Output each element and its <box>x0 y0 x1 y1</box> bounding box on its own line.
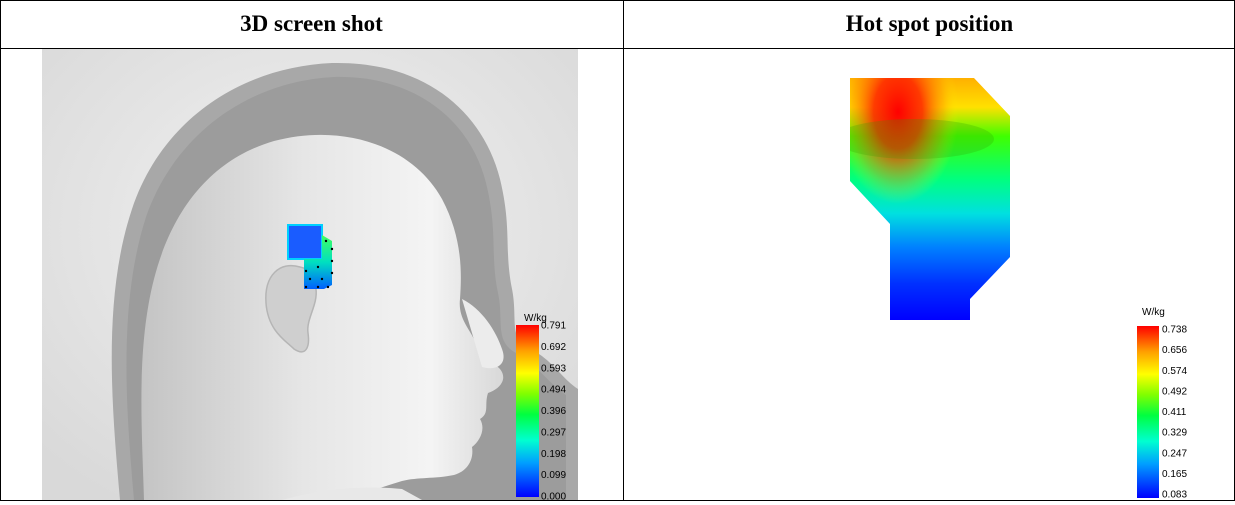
right-legend-tick-label: 0.574 <box>1162 366 1187 377</box>
left-legend-tick-label: 0.692 <box>541 342 566 353</box>
sar-patch-lower <box>304 235 332 289</box>
left-legend-tick-label: 0.396 <box>541 406 566 417</box>
left-legend-tick-label: 0.297 <box>541 427 566 438</box>
left-color-scale <box>516 325 539 497</box>
left-legend: W/kg 0.791 0.692 0.593 0.494 0.396 0.297 0.198… <box>516 313 566 503</box>
right-legend-tick-label: 0.165 <box>1162 469 1187 480</box>
right-legend-unit: W/kg <box>1142 307 1165 318</box>
left-legend-unit: W/kg <box>524 313 547 324</box>
header-hot-spot-position: Hot spot position <box>845 11 1014 36</box>
head-surface <box>141 134 504 500</box>
left-legend-tick-label: 0.593 <box>541 363 566 374</box>
left-legend-tick-label: 0.198 <box>541 449 566 460</box>
right-legend-tick-label: 0.083 <box>1162 490 1187 501</box>
panel-hot-spot-position: W/kg 0.738 0.656 0.574 0.492 0.411 0.329 0.247… <box>624 49 1234 501</box>
left-legend-tick-label: 0.791 <box>541 321 566 332</box>
panel-3d-screen-shot: W/kg 0.791 0.692 0.593 0.494 0.396 0.297 0.198… <box>42 49 578 503</box>
right-legend-tick-label: 0.411 <box>1162 407 1187 418</box>
right-legend-tick-label: 0.247 <box>1162 448 1187 459</box>
right-color-scale <box>1137 326 1159 498</box>
left-legend-tick-label: 0.494 <box>541 385 566 396</box>
sar-patch-top <box>287 224 323 260</box>
right-legend-tick-label: 0.738 <box>1162 325 1187 336</box>
hot-spot-map: W/kg 0.738 0.656 0.574 0.492 0.411 0.329 0.247… <box>850 78 1187 501</box>
header-3d-screen-shot: 3D screen shot <box>240 11 383 36</box>
hot-spot-region <box>850 78 1010 320</box>
nose <box>462 299 504 369</box>
left-legend-tick-label: 0.000 <box>541 492 566 501</box>
column-divider <box>623 0 624 501</box>
right-legend: W/kg 0.738 0.656 0.574 0.492 0.411 0.329 0.247… <box>1137 307 1187 501</box>
right-legend-tick-label: 0.492 <box>1162 386 1187 397</box>
left-legend-tick-label: 0.099 <box>541 470 566 481</box>
head-phantom-image: W/kg 0.791 0.692 0.593 0.494 0.396 0.297 0.198… <box>42 49 578 503</box>
right-legend-tick-label: 0.656 <box>1162 345 1187 356</box>
header-divider <box>0 48 1235 49</box>
right-legend-tick-label: 0.329 <box>1162 428 1187 439</box>
